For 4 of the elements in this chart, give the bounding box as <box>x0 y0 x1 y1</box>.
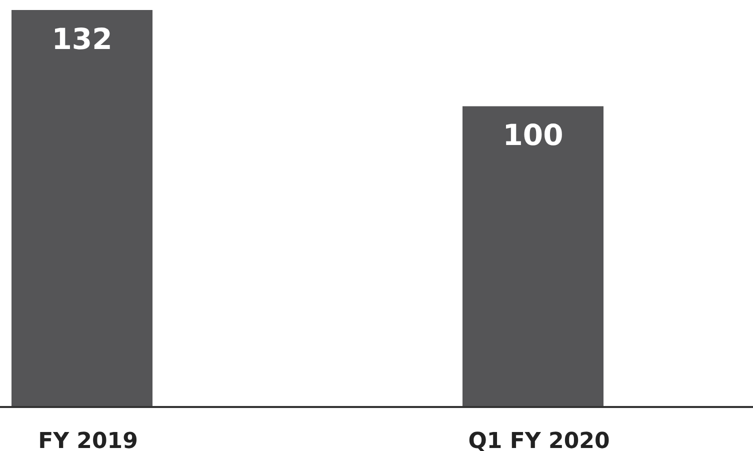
x-tick-label: FY 2019 <box>38 429 138 451</box>
x-tick-label: Q1 FY 2020 <box>468 429 610 451</box>
data-label: 132 <box>52 22 112 56</box>
data-label: 100 <box>502 118 564 152</box>
